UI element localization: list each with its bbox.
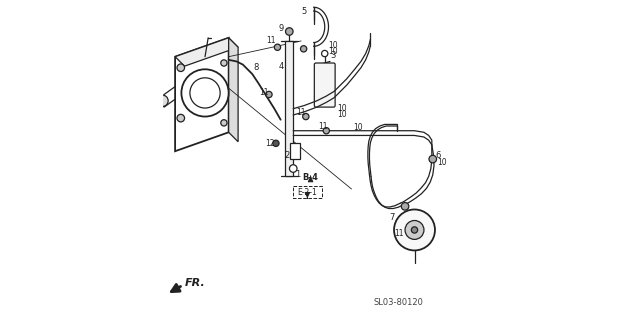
Circle shape [401,203,409,210]
Circle shape [412,227,418,233]
Text: 11: 11 [259,89,269,97]
Text: 11: 11 [296,108,306,117]
Text: 12: 12 [266,139,275,148]
Text: 6: 6 [436,152,441,160]
Text: 1: 1 [295,170,301,179]
Circle shape [190,78,220,108]
FancyBboxPatch shape [290,143,300,159]
Circle shape [323,128,330,134]
Circle shape [321,50,328,57]
Text: 10: 10 [337,104,347,113]
Circle shape [221,60,227,66]
Text: 10: 10 [337,111,347,119]
FancyBboxPatch shape [293,186,321,198]
Circle shape [266,91,272,98]
Text: 5: 5 [301,7,307,15]
Circle shape [221,120,227,126]
Text: SL03-80120: SL03-80120 [374,298,424,307]
Text: 10: 10 [328,47,337,55]
Circle shape [181,69,228,117]
Text: 10: 10 [436,158,447,167]
Text: 7: 7 [390,213,395,222]
Circle shape [303,113,309,120]
Text: 8: 8 [253,63,259,72]
Circle shape [273,140,279,146]
Circle shape [429,155,436,163]
Text: 2: 2 [284,152,289,160]
Text: E-2-1: E-2-1 [298,188,317,197]
FancyBboxPatch shape [285,41,293,176]
Polygon shape [175,38,238,66]
Text: 10: 10 [353,123,363,132]
Polygon shape [175,38,228,151]
FancyBboxPatch shape [314,63,335,107]
Polygon shape [228,38,238,142]
Text: 3: 3 [330,51,335,60]
Text: 9: 9 [279,25,284,33]
Text: 11: 11 [266,37,276,45]
Circle shape [289,165,297,172]
Circle shape [394,209,435,250]
Circle shape [300,46,307,52]
Circle shape [157,95,168,106]
Circle shape [177,114,184,122]
Circle shape [285,28,293,35]
Circle shape [177,64,184,72]
Text: 10: 10 [328,41,337,50]
Circle shape [405,220,424,239]
Text: 4: 4 [279,62,284,71]
Text: 11: 11 [318,122,327,131]
Text: 11: 11 [394,229,403,238]
Text: FR.: FR. [184,278,205,289]
Circle shape [275,44,280,50]
Text: B-4: B-4 [303,174,319,182]
